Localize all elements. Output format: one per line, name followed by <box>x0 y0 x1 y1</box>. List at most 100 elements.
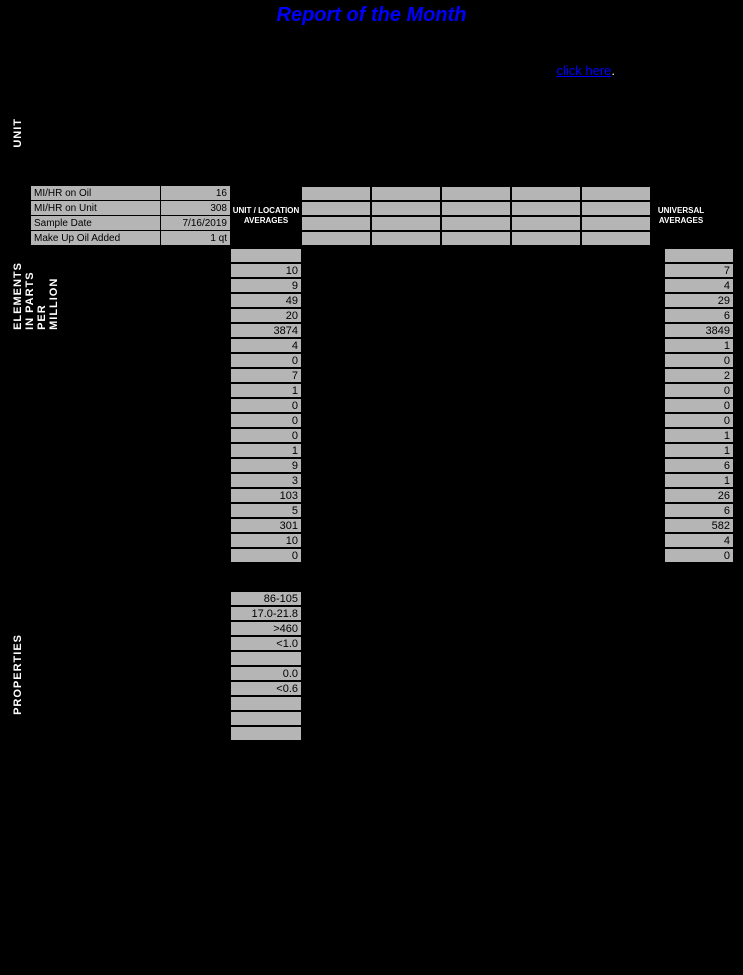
element-uni-cell: 6 <box>664 308 734 323</box>
element-loc-cell: 5 <box>230 503 302 518</box>
element-uni-cell: 0 <box>664 383 734 398</box>
content-region: MI/HR on Oil16 MI/HR on Unit308 Sample D… <box>30 185 734 741</box>
element-uni-cell: 1 <box>664 338 734 353</box>
property-loc-cell <box>230 651 302 666</box>
property-row: <0.6 <box>30 681 734 696</box>
element-uni-cell: 6 <box>664 503 734 518</box>
property-row: 86-105 <box>30 591 734 606</box>
element-loc-cell: 4 <box>230 338 302 353</box>
vlabel-properties: PROPERTIES <box>12 634 24 715</box>
property-loc-cell: <1.0 <box>230 636 302 651</box>
property-loc-cell: 86-105 <box>230 591 302 606</box>
element-uni-cell: 26 <box>664 488 734 503</box>
element-uni-cell: 1 <box>664 473 734 488</box>
element-row: 72 <box>30 368 734 383</box>
element-row: 01 <box>30 428 734 443</box>
elements-table: 1079449292063874384941007210000001119631… <box>30 248 734 563</box>
element-loc-cell: 20 <box>230 308 302 323</box>
element-loc-cell: 9 <box>230 278 302 293</box>
element-loc-cell: 0 <box>230 398 302 413</box>
element-row: 96 <box>30 458 734 473</box>
colhdr-loc: UNIT / LOCATION AVERAGES <box>231 206 301 225</box>
element-loc-cell: 10 <box>230 533 302 548</box>
colhdr-uni: UNIVERSAL AVERAGES <box>651 206 711 225</box>
element-row: 38743849 <box>30 323 734 338</box>
element-loc-cell: 0 <box>230 353 302 368</box>
element-row: 00 <box>30 548 734 563</box>
element-uni-cell: 0 <box>664 413 734 428</box>
element-loc-cell: 7 <box>230 368 302 383</box>
element-row: 10 <box>30 383 734 398</box>
unit-header-table: MI/HR on Oil16 MI/HR on Unit308 Sample D… <box>30 185 231 246</box>
property-row: <1.0 <box>30 636 734 651</box>
element-row: 31 <box>30 473 734 488</box>
element-loc-cell: 0 <box>230 428 302 443</box>
trail-period: . <box>611 63 615 78</box>
element-uni-cell: 0 <box>664 548 734 563</box>
hdr-val-3: 1 qt <box>161 231 231 246</box>
property-loc-cell: 0.0 <box>230 666 302 681</box>
property-row: >460 <box>30 621 734 636</box>
hdr-lab-3: Make Up Oil Added <box>31 231 161 246</box>
element-uni-cell: 0 <box>664 398 734 413</box>
element-loc-cell: 0 <box>230 413 302 428</box>
element-uni-cell: 4 <box>664 278 734 293</box>
property-row: 0.0 <box>30 666 734 681</box>
element-row: 10 7 <box>30 263 734 278</box>
element-loc-cell: 1 <box>230 383 302 398</box>
hdr-row-0: MI/HR on Oil16 <box>31 186 231 201</box>
history-grid <box>301 186 651 246</box>
element-row: 301 582 <box>30 518 734 533</box>
hdr-val-1: 308 <box>161 201 231 216</box>
property-loc-cell <box>230 711 302 726</box>
element-loc-cell: 0 <box>230 548 302 563</box>
element-uni-cell: 582 <box>664 518 734 533</box>
element-uni-cell: 1 <box>664 443 734 458</box>
element-row: 00 <box>30 353 734 368</box>
element-uni-cell: 29 <box>664 293 734 308</box>
element-row: 94 <box>30 278 734 293</box>
element-row: 11 <box>30 443 734 458</box>
hdr-row-1: MI/HR on Unit308 <box>31 201 231 216</box>
element-loc-cell: 301 <box>230 518 302 533</box>
element-row <box>30 248 734 263</box>
element-loc-cell: 103 <box>230 488 302 503</box>
property-row <box>30 711 734 726</box>
element-loc-cell: 1 <box>230 443 302 458</box>
element-row: 49 29 <box>30 293 734 308</box>
hdr-lab-1: MI/HR on Unit <box>31 201 161 216</box>
element-loc-cell: 10 <box>230 263 302 278</box>
element-row: 104 <box>30 533 734 548</box>
element-row: 56 <box>30 503 734 518</box>
hdr-lab-2: Sample Date <box>31 216 161 231</box>
element-loc-cell: 9 <box>230 458 302 473</box>
element-row: 20 6 <box>30 308 734 323</box>
element-uni-cell <box>664 248 734 263</box>
element-uni-cell: 1 <box>664 428 734 443</box>
element-uni-cell: 7 <box>664 263 734 278</box>
property-loc-cell: <0.6 <box>230 681 302 696</box>
properties-table: 86-10517.0-21.8>460<1.0 0.0<0.6 <box>30 591 734 741</box>
hdr-row-2: Sample Date7/16/2019 <box>31 216 231 231</box>
element-uni-cell: 3849 <box>664 323 734 338</box>
link-line: click here. <box>0 35 743 78</box>
property-row: 17.0-21.8 <box>30 606 734 621</box>
property-loc-cell: >460 <box>230 621 302 636</box>
property-row <box>30 696 734 711</box>
click-here-link[interactable]: click here <box>556 63 611 78</box>
property-row <box>30 651 734 666</box>
element-row: 41 <box>30 338 734 353</box>
property-row <box>30 726 734 741</box>
vlabel-unit: UNIT <box>12 118 24 148</box>
element-row: 00 <box>30 398 734 413</box>
report-title: Report of the Month <box>0 0 743 35</box>
hdr-val-0: 16 <box>161 186 231 201</box>
hdr-row-3: Make Up Oil Added1 qt <box>31 231 231 246</box>
hdr-lab-0: MI/HR on Oil <box>31 186 161 201</box>
element-row: 103 26 <box>30 488 734 503</box>
element-loc-cell: 49 <box>230 293 302 308</box>
element-uni-cell: 2 <box>664 368 734 383</box>
element-loc-cell: 3 <box>230 473 302 488</box>
hdr-val-2: 7/16/2019 <box>161 216 231 231</box>
property-loc-cell <box>230 696 302 711</box>
